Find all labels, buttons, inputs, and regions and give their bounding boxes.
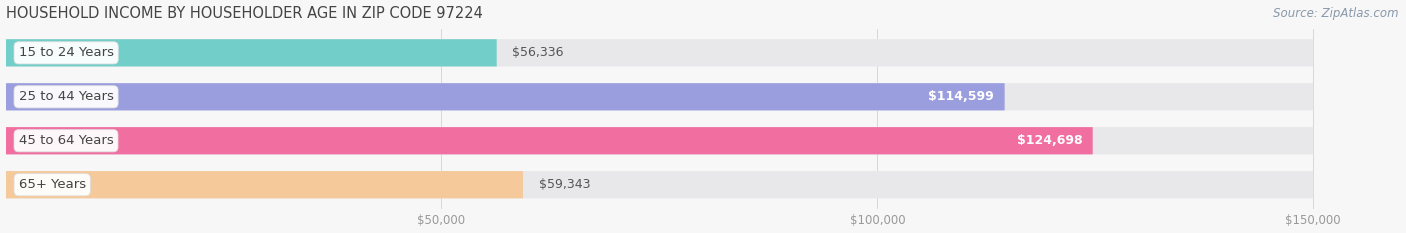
Text: 65+ Years: 65+ Years — [18, 178, 86, 191]
FancyBboxPatch shape — [6, 127, 1092, 154]
Text: $114,599: $114,599 — [928, 90, 994, 103]
Text: 15 to 24 Years: 15 to 24 Years — [18, 46, 114, 59]
Text: 45 to 64 Years: 45 to 64 Years — [18, 134, 114, 147]
Text: 25 to 44 Years: 25 to 44 Years — [18, 90, 114, 103]
FancyBboxPatch shape — [6, 39, 496, 66]
Text: $56,336: $56,336 — [512, 46, 564, 59]
Text: $59,343: $59,343 — [538, 178, 591, 191]
FancyBboxPatch shape — [6, 171, 1313, 198]
Text: Source: ZipAtlas.com: Source: ZipAtlas.com — [1274, 7, 1399, 20]
FancyBboxPatch shape — [6, 83, 1313, 110]
FancyBboxPatch shape — [6, 171, 523, 198]
Text: $124,698: $124,698 — [1017, 134, 1083, 147]
FancyBboxPatch shape — [6, 127, 1313, 154]
Text: HOUSEHOLD INCOME BY HOUSEHOLDER AGE IN ZIP CODE 97224: HOUSEHOLD INCOME BY HOUSEHOLDER AGE IN Z… — [6, 6, 482, 21]
FancyBboxPatch shape — [6, 83, 1005, 110]
FancyBboxPatch shape — [6, 39, 1313, 66]
